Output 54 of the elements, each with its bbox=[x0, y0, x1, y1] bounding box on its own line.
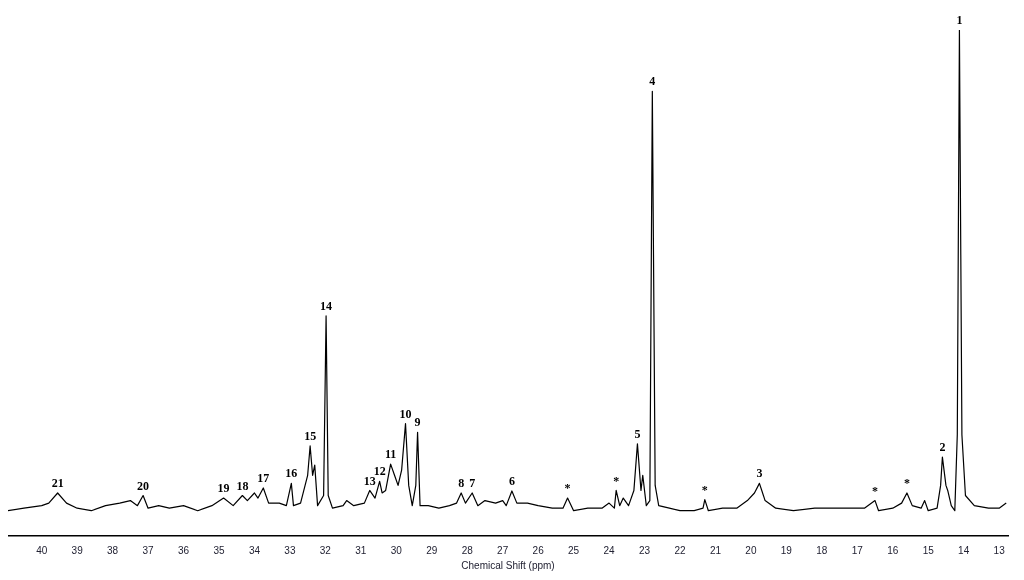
annotation: 20 bbox=[137, 478, 150, 493]
annotation: 19 bbox=[217, 481, 230, 496]
x-tick-label: 23 bbox=[638, 544, 651, 556]
annotation: 14 bbox=[320, 298, 333, 313]
x-tick-label: 14 bbox=[958, 544, 970, 556]
x-tick-label: 27 bbox=[497, 544, 509, 556]
annotation: 4 bbox=[649, 74, 656, 89]
x-tick-label: 30 bbox=[390, 544, 403, 556]
x-tick-label: 13 bbox=[993, 544, 1006, 556]
x-tick-label: 33 bbox=[284, 544, 296, 556]
annotation: 18 bbox=[236, 478, 249, 493]
x-tick-label: 28 bbox=[461, 544, 474, 556]
annotation: 1 bbox=[956, 13, 963, 28]
annotation: * bbox=[701, 482, 708, 497]
annotation: * bbox=[613, 473, 620, 488]
x-tick-label: 35 bbox=[213, 544, 225, 556]
x-tick-label: 37 bbox=[142, 544, 155, 556]
x-tick-label: 40 bbox=[36, 544, 48, 556]
annotation: 3 bbox=[756, 466, 763, 481]
annotation: 17 bbox=[257, 471, 270, 486]
x-tick-label: 24 bbox=[603, 544, 616, 556]
x-tick-label: 22 bbox=[674, 544, 686, 556]
annotation: 16 bbox=[285, 466, 298, 481]
x-tick-label: 38 bbox=[107, 544, 119, 556]
x-tick-label: 19 bbox=[780, 544, 793, 556]
annotation: 21 bbox=[51, 476, 64, 491]
x-axis-title: Chemical Shift (ppm) bbox=[461, 559, 555, 571]
x-tick-label: 31 bbox=[355, 544, 367, 556]
x-tick-label: 36 bbox=[177, 544, 190, 556]
annotation: 11 bbox=[384, 447, 397, 462]
x-tick-label: 34 bbox=[248, 544, 261, 556]
x-tick-label: 32 bbox=[319, 544, 332, 556]
annotation: 9 bbox=[414, 415, 421, 430]
annotation: 15 bbox=[304, 429, 317, 444]
x-tick-label: 25 bbox=[568, 544, 580, 556]
annotation: * bbox=[564, 481, 571, 496]
annotation: 10 bbox=[399, 406, 412, 421]
annotation: 13 bbox=[363, 473, 376, 488]
annotation: 8 bbox=[458, 476, 465, 491]
x-tick-label: 20 bbox=[745, 544, 757, 556]
x-tick-label: 17 bbox=[851, 544, 864, 556]
annotation: 2 bbox=[939, 440, 946, 455]
x-tick-label: 29 bbox=[426, 544, 438, 556]
annotation: 7 bbox=[469, 476, 476, 491]
annotation: * bbox=[872, 483, 879, 498]
x-tick-label: 21 bbox=[709, 544, 722, 556]
annotation: * bbox=[903, 476, 910, 491]
x-tick-label: 15 bbox=[922, 544, 935, 556]
annotation: 6 bbox=[508, 474, 515, 489]
x-tick-label: 16 bbox=[887, 544, 899, 556]
annotation: 5 bbox=[634, 427, 641, 441]
x-tick-label: 39 bbox=[71, 544, 84, 556]
x-tick-label: 26 bbox=[532, 544, 545, 556]
x-tick-label: 18 bbox=[816, 544, 828, 556]
